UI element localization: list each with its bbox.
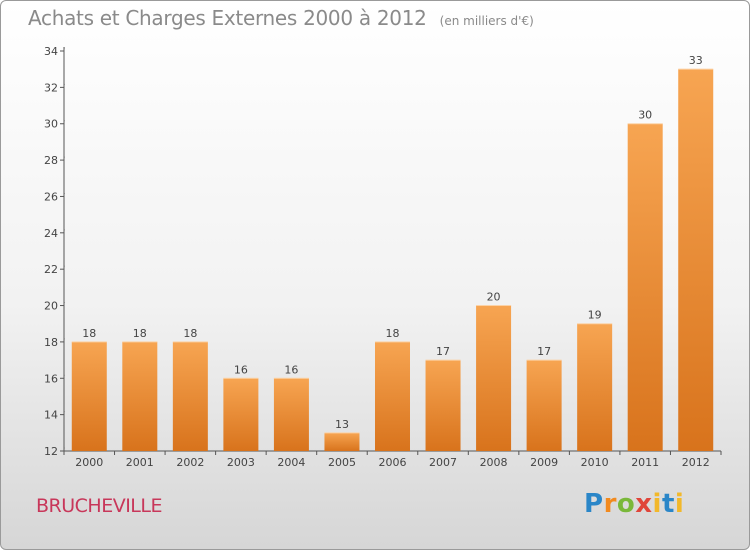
bar <box>425 360 461 451</box>
x-tick-label: 2008 <box>480 456 508 469</box>
bar-value-label: 17 <box>537 345 551 358</box>
x-tick-label: 2006 <box>379 456 407 469</box>
bar-value-label: 33 <box>689 54 703 67</box>
y-tick-label: 18 <box>44 336 58 349</box>
y-tick-label: 26 <box>44 190 58 203</box>
chart-bars <box>71 68 714 452</box>
bar <box>476 305 512 451</box>
bar <box>223 378 259 451</box>
bar <box>122 341 158 451</box>
bar-value-label: 13 <box>335 418 349 431</box>
y-tick-label: 34 <box>44 45 58 58</box>
x-tick-label: 2002 <box>176 456 204 469</box>
bar <box>627 123 663 452</box>
x-tick-label: 2000 <box>75 456 103 469</box>
x-tick-label: 2007 <box>429 456 457 469</box>
y-tick-label: 16 <box>44 372 58 385</box>
bar-value-label: 16 <box>284 363 298 376</box>
bar <box>678 69 714 451</box>
x-tick-label: 2005 <box>328 456 356 469</box>
y-tick-label: 12 <box>44 445 58 458</box>
chart-axes: 12 14 16 18 20 22 24 26 28 30 32 34 2000 2001 2002 2003… <box>44 45 722 469</box>
bar <box>526 360 562 451</box>
x-tick-label: 2001 <box>126 456 154 469</box>
bar <box>577 323 613 451</box>
y-tick-label: 28 <box>44 154 58 167</box>
bar <box>375 341 410 451</box>
bar <box>273 378 309 451</box>
bar-value-label: 18 <box>386 327 400 340</box>
chart-title-text: Achats et Charges Externes 2000 à 2012 <box>28 6 427 30</box>
bar <box>71 341 107 451</box>
y-tick-label: 22 <box>44 263 58 276</box>
x-tick-label: 2012 <box>682 456 710 469</box>
town-name: BRUCHEVILLE <box>36 495 162 517</box>
bar-value-label: 16 <box>234 363 248 376</box>
chart-title: Achats et Charges Externes 2000 à 2012 (… <box>28 6 534 30</box>
bar-value-label: 18 <box>82 327 96 340</box>
chart-data-labels: 18 18 18 16 16 13 18 17 20 17 19 30 33 <box>82 54 702 431</box>
bar-value-label: 19 <box>588 309 602 322</box>
y-tick-label: 30 <box>44 118 58 131</box>
x-tick-label: 2009 <box>530 456 558 469</box>
bar-value-label: 17 <box>436 345 450 358</box>
bar-value-label: 20 <box>487 291 501 304</box>
chart-unit: (en milliers d'€) <box>439 14 534 28</box>
x-tick-label: 2004 <box>277 456 305 469</box>
x-tick-label: 2010 <box>581 456 609 469</box>
proxiti-logo[interactable]: Proxiti <box>584 489 685 519</box>
bar-value-label: 30 <box>638 109 652 122</box>
bar <box>324 432 360 451</box>
y-tick-label: 24 <box>44 227 58 240</box>
y-tick-label: 14 <box>44 409 58 422</box>
bar-value-label: 18 <box>183 327 197 340</box>
y-tick-label: 32 <box>44 81 58 94</box>
bar-value-label: 18 <box>133 327 147 340</box>
x-tick-label: 2003 <box>227 456 255 469</box>
bar <box>172 341 208 451</box>
x-tick-label: 2011 <box>631 456 659 469</box>
y-tick-label: 20 <box>44 300 58 313</box>
